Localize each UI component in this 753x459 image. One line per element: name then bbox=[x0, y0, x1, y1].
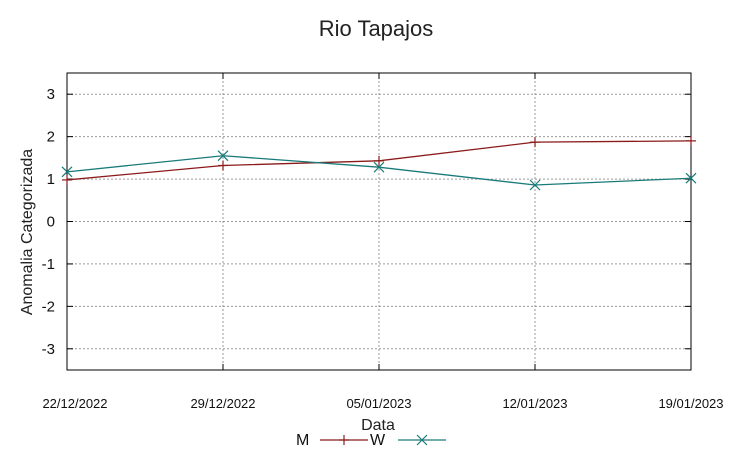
data-point-M bbox=[218, 160, 228, 171]
data-point-W bbox=[685, 172, 697, 184]
x-tick-label: 05/01/2023 bbox=[346, 396, 411, 411]
y-tick-label: -3 bbox=[42, 341, 55, 358]
y-tick-label: 2 bbox=[47, 129, 55, 146]
y-tick-label: 1 bbox=[47, 171, 55, 188]
y-axis-label: Anomalia Categorizada bbox=[19, 149, 36, 315]
y-tick-label: -2 bbox=[42, 298, 55, 315]
legend-label-W: W bbox=[370, 432, 386, 449]
data-point-W bbox=[373, 161, 385, 173]
data-point-W bbox=[217, 150, 229, 162]
x-tick-label: 22/12/2022 bbox=[42, 396, 107, 411]
y-axis-ticks: 3 2 1 0 -1 -2 -3 bbox=[42, 86, 691, 358]
y-tick-label: 0 bbox=[47, 214, 55, 231]
data-point-W bbox=[529, 179, 541, 191]
grid-lines bbox=[67, 73, 691, 370]
data-point-M bbox=[374, 155, 384, 166]
x-axis-ticks: 22/12/2022 29/12/2022 05/01/2023 12/01/2023… bbox=[42, 73, 724, 411]
y-tick-label: 3 bbox=[47, 86, 55, 103]
legend-marker-W bbox=[416, 434, 428, 446]
x-tick-label: 19/01/2023 bbox=[658, 396, 723, 411]
series-W bbox=[61, 150, 697, 191]
series-layer bbox=[61, 135, 697, 191]
data-point-M bbox=[530, 137, 540, 148]
x-axis-label: Data bbox=[361, 417, 395, 434]
data-point-M bbox=[686, 135, 696, 146]
legend-label-M: M bbox=[296, 432, 309, 449]
series-M bbox=[62, 135, 696, 185]
y-tick-label: -1 bbox=[42, 256, 55, 273]
legend-marker-M bbox=[339, 435, 349, 445]
plot-area bbox=[66, 72, 692, 371]
data-point-W bbox=[61, 166, 73, 178]
x-tick-label: 29/12/2022 bbox=[190, 396, 255, 411]
chart-title: Rio Tapajos bbox=[319, 16, 434, 41]
x-tick-label: 12/01/2023 bbox=[502, 396, 567, 411]
data-point-M bbox=[62, 174, 72, 185]
